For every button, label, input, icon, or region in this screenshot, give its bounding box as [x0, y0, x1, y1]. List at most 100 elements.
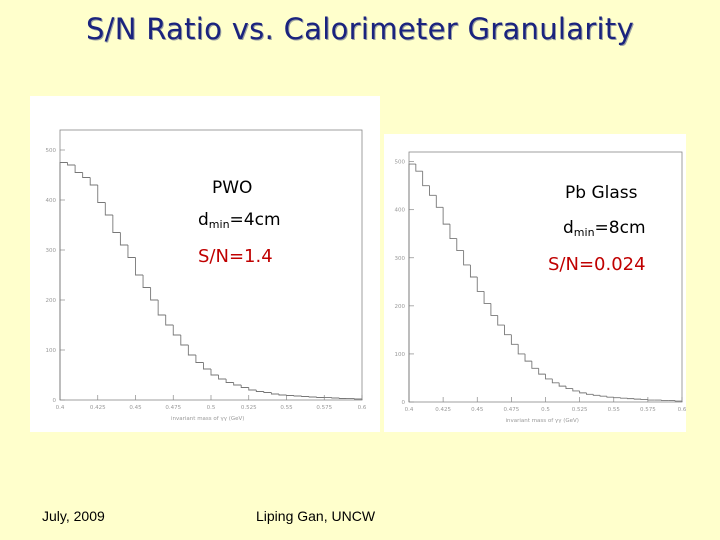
histogram-bin [408, 163, 416, 402]
annotation-dmin-pwo: dmin=4cm [198, 210, 281, 231]
annotation-sn-pb-glass: S/N=0.024 [548, 254, 646, 275]
histogram-bin [490, 303, 498, 316]
y-tick-label: 200 [395, 304, 406, 310]
histogram-bins [59, 162, 363, 400]
histogram-bin [255, 390, 264, 392]
histogram-bin [435, 195, 444, 208]
histogram-bin [210, 369, 219, 376]
histogram-bin [270, 392, 279, 395]
histogram-bin [203, 362, 211, 370]
histogram-bin [74, 165, 83, 173]
histogram-bin [504, 325, 512, 336]
histogram-bin [165, 315, 174, 326]
y-tick-label: 400 [46, 198, 57, 204]
histogram-bin [545, 374, 553, 380]
footer-date: July, 2009 [42, 508, 105, 524]
annotation-material-pwo: PWO [212, 178, 253, 198]
annotation-dmin-pb-glass: dmin=8cm [563, 218, 646, 239]
histogram-bin [338, 398, 347, 399]
histogram-bin [510, 334, 519, 345]
histogram-bin [531, 361, 539, 369]
histogram-bin [135, 257, 144, 276]
y-tick-label: 100 [46, 348, 57, 354]
histogram-bin [442, 207, 450, 225]
histogram-bin [218, 375, 227, 380]
dmin-value: =4cm [229, 210, 281, 230]
annotation-material-pb-glass: Pb Glass [565, 183, 638, 203]
histogram-bin [449, 224, 457, 239]
plot-frame [408, 151, 683, 403]
histogram-bin [572, 388, 580, 392]
y-tick-label: 200 [46, 298, 57, 304]
y-tick-label: 300 [395, 256, 406, 262]
histogram-bin [456, 238, 464, 252]
histogram-bin [429, 185, 437, 196]
histogram-bin [286, 395, 295, 396]
histogram-bin [469, 264, 478, 278]
histogram-bin [240, 385, 249, 388]
histogram-bin [150, 287, 159, 301]
histogram-bin [551, 378, 560, 384]
histogram-bin [592, 394, 601, 396]
histogram-bin [127, 245, 136, 258]
histogram-bin [538, 368, 546, 375]
histogram-bin [606, 396, 614, 398]
histogram-bin [586, 392, 594, 395]
histogram-bin [248, 387, 257, 391]
y-tick-label: 100 [395, 352, 406, 358]
x-tick-label: 0.575 [316, 405, 332, 411]
histogram-bin [517, 344, 526, 355]
x-tick-label: 0.4 [56, 405, 65, 411]
x-tick-label: 0.5 [207, 405, 216, 411]
x-tick-label: 0.475 [165, 405, 181, 411]
histogram-bin [579, 390, 587, 394]
histogram-bin [308, 396, 317, 398]
dmin-value: =8cm [594, 218, 646, 238]
histogram-bin [354, 398, 362, 400]
histogram-bin [195, 355, 204, 363]
histogram-bin [112, 215, 121, 233]
histogram-bin [565, 386, 573, 389]
footer-author: Liping Gan, UNCW [256, 508, 376, 524]
histogram-bin [59, 162, 68, 400]
x-axis-label: invariant mass of γγ (GeV) [506, 418, 579, 424]
histogram-bin [82, 172, 91, 178]
histogram-bin [104, 202, 113, 216]
y-tick-label: 300 [46, 248, 57, 254]
histogram-bin [316, 397, 325, 398]
dmin-subscript: min [573, 226, 595, 239]
x-tick-label: 0.425 [435, 407, 451, 413]
histogram-bin [263, 391, 272, 393]
y-tick-label: 500 [46, 148, 57, 154]
y-tick-label: 400 [395, 208, 406, 214]
y-tick-label: 500 [395, 160, 406, 166]
histogram-bin [187, 345, 196, 356]
histogram-pwo: 0 100 200 300 400 500 0.4 0.425 0.45 0.475 0.5 0.52… [46, 129, 367, 422]
annotation-sn-pwo: S/N=1.4 [198, 246, 273, 267]
dmin-subscript: min [208, 218, 230, 231]
histogram-bin [180, 335, 189, 346]
x-tick-label: 0.525 [572, 407, 588, 413]
dmin-prefix: d [198, 210, 209, 230]
histogram-bin [599, 395, 607, 397]
histogram-bin [97, 185, 106, 203]
x-axis-label: invariant mass of γγ (GeV) [171, 416, 244, 422]
x-tick-label: 0.4 [405, 407, 414, 413]
chart-panel-pwo: 0 100 200 300 400 500 0.4 0.425 0.45 0.475 0.5 0.52… [30, 96, 380, 432]
x-tick-label: 0.45 [471, 407, 484, 413]
histogram-bin [67, 162, 76, 166]
x-tick-label: 0.525 [241, 405, 257, 411]
histogram-bin [233, 382, 242, 386]
histogram-bin [278, 394, 287, 396]
x-tick-label: 0.55 [280, 405, 293, 411]
histogram-bin [497, 315, 505, 326]
x-tick-label: 0.425 [90, 405, 106, 411]
histogram-bin [463, 250, 471, 266]
histogram-bin [422, 171, 430, 187]
histogram-bin [415, 164, 423, 172]
histogram-bin [293, 395, 302, 397]
x-tick-label: 0.55 [608, 407, 621, 413]
x-tick-label: 0.575 [640, 407, 656, 413]
histogram-bin [524, 353, 532, 362]
histogram-bin [483, 291, 491, 304]
